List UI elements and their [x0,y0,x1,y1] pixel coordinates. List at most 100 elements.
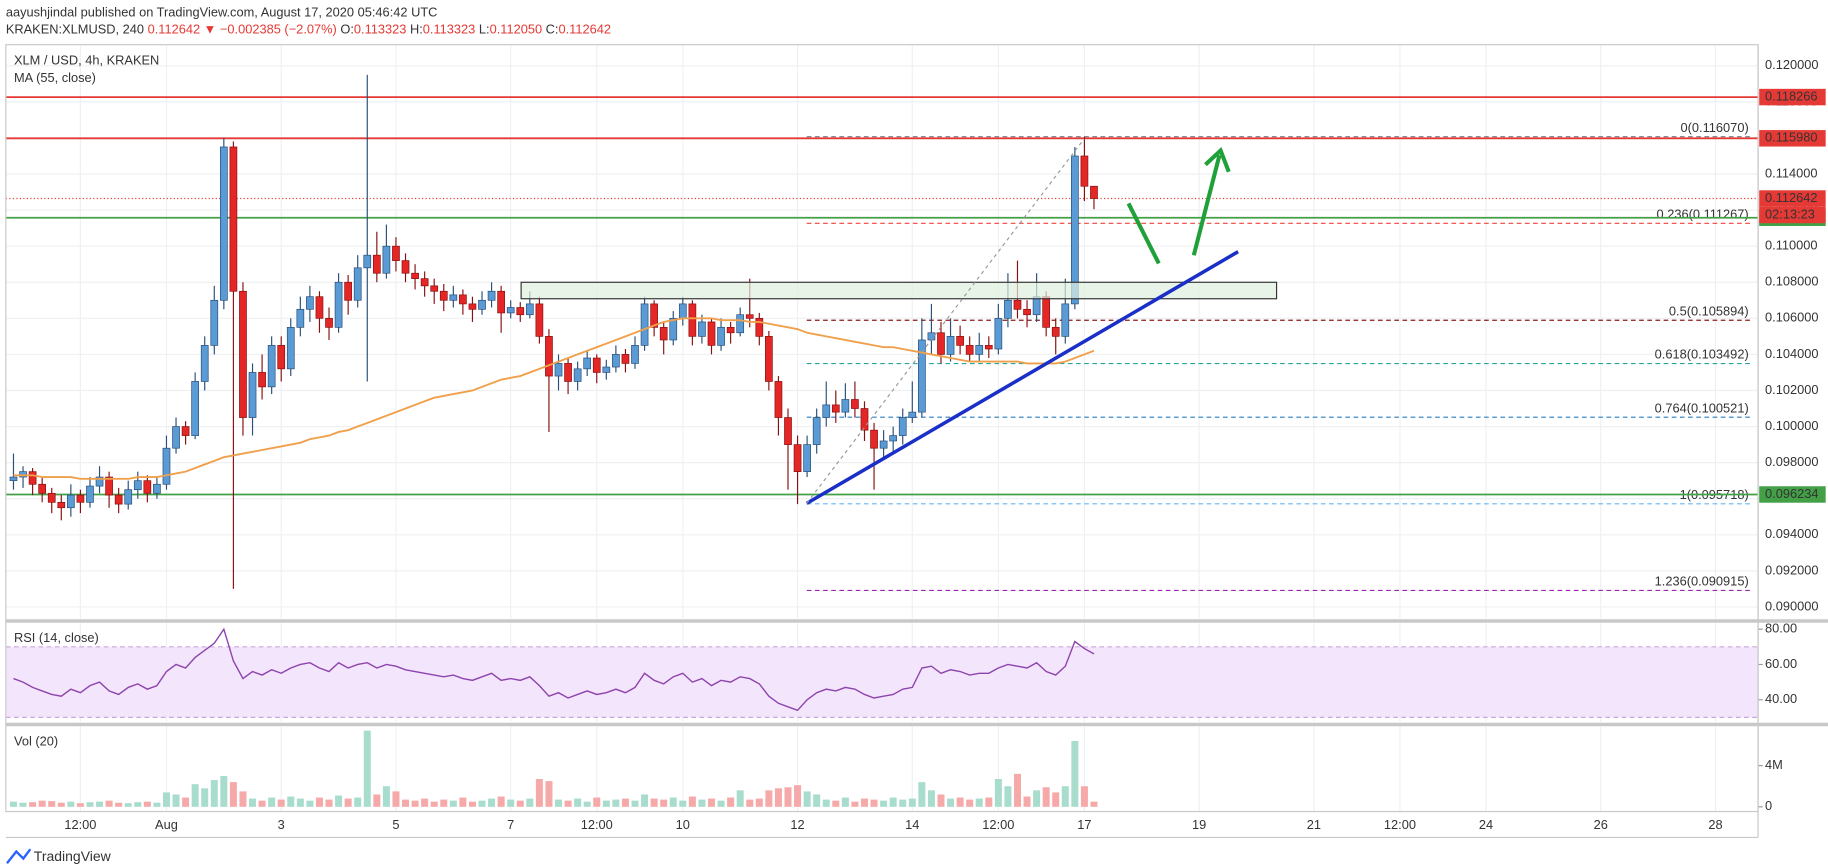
volume-bar [440,799,448,807]
y-tick-label: 0.102000 [1765,382,1818,397]
candle-body [325,317,333,328]
x-tick-label: 3 [278,817,285,832]
candle-body [621,354,630,364]
candle-body [870,429,878,449]
candle-body [315,296,324,319]
candle-body [956,336,964,346]
level-label: 0.096234 [1765,486,1818,501]
candle-body [344,281,352,301]
candle-body [9,476,18,482]
candle-body [1051,326,1060,337]
x-tick-label: 28 [1708,817,1722,832]
fib-label: 0.236(0.111267) [1657,206,1749,221]
candle-body [76,494,85,503]
level-label: 0.115980 [1765,130,1818,145]
volume-bar [679,800,687,807]
volume-bar [277,799,285,807]
volume-bar [201,788,209,807]
volume-bar [841,797,849,807]
trend-line [805,250,1239,505]
change: ▼ −0.002385 (−2.07%) [204,22,337,37]
volume-bar [641,794,649,807]
volume-bar [880,800,888,807]
volume-bar [134,802,142,807]
candle-body [86,485,94,503]
volume-bar [899,799,907,807]
volume-bar [373,794,381,807]
candle-body [143,480,152,494]
rsi-band [5,646,1759,718]
candle-body [525,303,534,316]
candle-body [219,146,228,301]
volume-bar [822,799,830,807]
candle-body [516,307,525,316]
level-label-box [1759,486,1826,503]
volume-bar [927,790,935,807]
volume-bar [229,782,237,807]
candle-body [57,501,66,509]
volume-bar [325,799,333,807]
volume-bar [631,800,639,807]
candle-body [736,314,745,334]
candle-body [162,447,171,485]
volume-bar [57,802,65,807]
volume-bar [746,799,754,807]
fib-label: 1.236(0.090915) [1655,574,1749,589]
volume-bar [210,780,218,807]
x-tick-label: Aug [155,817,178,832]
x-tick-label: 14 [905,817,919,832]
fib-label: 0(0.116070) [1681,120,1749,135]
candle-body [707,321,716,346]
candle-body [793,444,802,473]
layers: 12:00 Aug 3 5 7 12:00 10 12 14 12:00 17 19 21 12:00 24… [5,44,1826,832]
volume-bar [994,779,1002,807]
candle-body [239,290,247,418]
volume-bar [86,802,94,807]
volume-bar [669,797,677,807]
volume-bar [1023,796,1031,807]
candle-body [153,483,161,494]
candle-body [372,254,381,274]
volume-bar [851,801,859,807]
candle-body [114,494,123,505]
x-tick-label: 5 [392,817,399,832]
candle-body [908,411,917,418]
volume-bar [784,787,792,807]
level-label-box [1759,130,1826,147]
volume-bar [430,801,438,807]
volume-bar [258,800,266,807]
candle-body [898,417,907,436]
y-tick-label: 0.106000 [1765,310,1818,325]
candle-body [506,307,515,314]
volume-bar [115,802,123,807]
volume-bar [516,800,524,807]
rsi-line [13,627,1095,712]
y-tick-label: 0.100000 [1765,418,1818,433]
candle-body [669,317,678,341]
candle-body [975,345,984,355]
candle-body [592,357,601,373]
volume-bar [411,800,419,807]
y-tick-label: 0.108000 [1765,274,1818,289]
candle-body [353,267,362,301]
volume-bar [947,798,955,807]
candle-body [210,299,219,346]
volume-bar [1042,787,1050,807]
candle-body [535,303,544,337]
candle-body [879,440,888,449]
volume-bar [564,800,572,807]
y-tick-label: 0.110000 [1765,238,1818,253]
volume-bar [717,800,725,807]
candle-body [258,372,266,388]
x-tick-label: 12:00 [1384,817,1416,832]
candle-body [306,296,314,310]
volume-bar [507,799,515,807]
candle-body [650,303,658,328]
candle-body [487,290,496,301]
y-tick-label: 4M [1765,757,1783,772]
volume-bar [1080,786,1088,807]
countdown-box [1759,206,1826,224]
volume-bar [306,800,314,807]
volume-bar [9,801,17,807]
